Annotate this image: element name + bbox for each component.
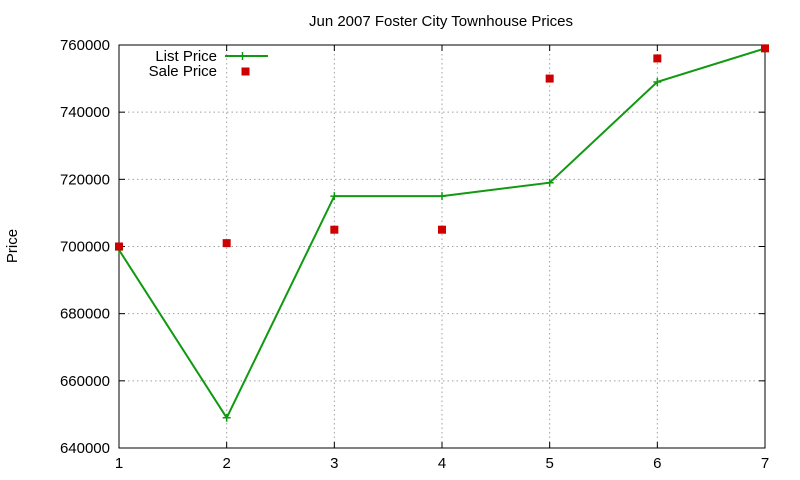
sale-price-point (438, 225, 446, 234)
sale-price-point (653, 54, 662, 63)
sale-price-point (330, 225, 339, 234)
x-tick-label: 2 (222, 455, 230, 472)
x-tick-label: 5 (545, 455, 553, 472)
series-layer (115, 44, 769, 422)
legend-marker-list-price (238, 52, 247, 60)
y-axis-label: Price (4, 229, 21, 263)
list-price-point (438, 192, 446, 201)
sale-price-point (545, 74, 554, 83)
y-tick-label: 740000 (60, 104, 110, 121)
x-tick-label: 4 (438, 455, 446, 472)
list-price-point (653, 77, 662, 86)
x-tick-label: 3 (330, 455, 338, 472)
list-price-point (330, 192, 339, 201)
list-price-point (545, 178, 554, 187)
x-tick-label: 7 (761, 455, 769, 472)
y-tick-label: 680000 (60, 306, 110, 323)
y-tick-label: 700000 (60, 239, 110, 256)
legend: List Price Sale Price (149, 48, 268, 80)
legend-label-list-price: List Price (155, 48, 217, 65)
x-tick-label: 1 (115, 455, 123, 472)
legend-label-sale-price: Sale Price (149, 63, 217, 80)
sale-price-point (115, 242, 123, 251)
chart-title: Jun 2007 Foster City Townhouse Prices (309, 13, 573, 30)
y-tick-label: 640000 (60, 440, 110, 457)
list-price-point (222, 413, 231, 422)
x-tick-label: 6 (653, 455, 661, 472)
grid-layer (119, 45, 765, 448)
legend-marker-sale-price (241, 67, 250, 76)
ticks-layer: 640000 660000 680000 700000 720000 740000 7600… (60, 37, 769, 472)
sale-price-point (222, 239, 231, 248)
y-tick-label: 660000 (60, 373, 110, 390)
y-tick-label: 720000 (60, 171, 110, 188)
y-tick-label: 760000 (60, 37, 110, 54)
sale-price-point (761, 44, 769, 53)
